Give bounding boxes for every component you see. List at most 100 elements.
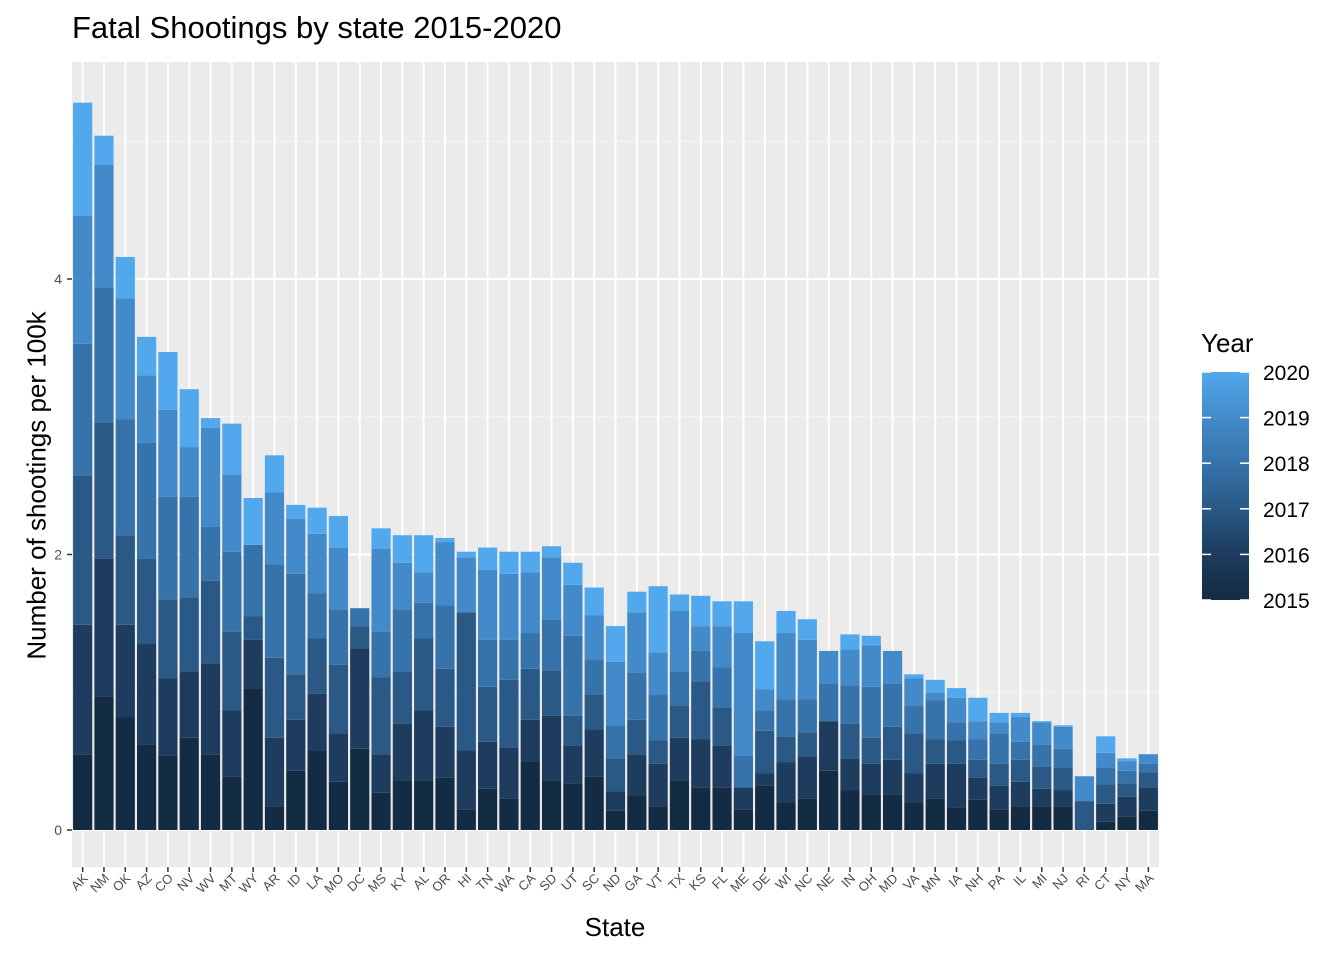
bar-segment-ND-2015 [605, 810, 626, 830]
x-tick-label-ND: ND [600, 871, 624, 895]
y-tick-label: 4 [54, 271, 62, 287]
bar-segment-CO-2016 [158, 678, 178, 756]
bar-segment-NH-2015 [968, 799, 988, 830]
bar-segment-FL-2016 [712, 745, 732, 788]
bar-segment-MD-2019 [882, 650, 903, 684]
bar-segment-MO-2017 [328, 664, 349, 734]
bar-segment-CA-2017 [520, 668, 540, 720]
bar-segment-KY-2019 [392, 562, 412, 610]
bar-segment-CT-2017 [1096, 784, 1116, 804]
bar-segment-CO-2015 [158, 755, 178, 830]
bar-segment-ME-2018 [733, 755, 753, 788]
legend-label-2020: 2020 [1263, 362, 1310, 385]
bar-segment-SC-2018 [584, 659, 604, 696]
bar-segment-AR-2020 [264, 455, 285, 493]
bar-segment-KS-2018 [691, 650, 711, 682]
bar-segment-ID-2018 [286, 573, 306, 675]
bar-segment-KY-2015 [392, 780, 412, 830]
bar-segment-LA-2016 [307, 693, 327, 751]
x-tick-label-AK: AK [68, 870, 91, 893]
bar-segment-CO-2018 [158, 496, 178, 600]
bar-segment-MT-2020 [222, 423, 242, 475]
bar-segment-HI-2020 [456, 551, 476, 558]
x-tick-label-TN: TN [473, 871, 496, 894]
bar-segment-WI-2019 [776, 633, 796, 700]
bar-segment-IN-2015 [840, 790, 860, 830]
bar-segment-ND-2018 [605, 725, 626, 759]
x-tick-label-CA: CA [515, 870, 539, 894]
bar-segment-IL-2018 [1010, 741, 1031, 760]
bar-segment-AL-2017 [414, 638, 434, 711]
bar-segment-NY-2015 [1117, 816, 1137, 830]
bar-segment-NC-2018 [797, 699, 817, 733]
bar-segment-OK-2015 [115, 717, 135, 830]
bar-segment-GA-2019 [627, 612, 647, 673]
bar-segment-NJ-2018 [1053, 748, 1073, 769]
bar-segment-ID-2019 [286, 518, 306, 574]
bar-segment-TN-2019 [478, 569, 498, 640]
bar-segment-VA-2020 [904, 674, 924, 679]
bar-segment-NJ-2015 [1053, 806, 1073, 830]
bar-segment-TX-2018 [669, 671, 690, 707]
bar-segment-IN-2018 [840, 685, 860, 724]
bar-segment-NC-2017 [797, 732, 817, 757]
bar-segment-GA-2018 [627, 672, 647, 720]
legend-label-2015: 2015 [1263, 590, 1310, 613]
x-tick-label-CO: CO [152, 871, 176, 895]
bar-segment-ND-2017 [605, 758, 626, 792]
bar-segment-MI-2016 [1032, 788, 1052, 807]
bar-segment-NV-2017 [179, 597, 199, 672]
bar-segment-LA-2018 [307, 593, 327, 639]
bar-segment-TN-2018 [478, 639, 498, 687]
bar-segment-SD-2019 [541, 557, 562, 620]
bar-segment-KS-2020 [691, 595, 711, 627]
x-tick-label-FL: FL [709, 871, 730, 892]
bar-segment-CT-2020 [1096, 736, 1116, 753]
bar-segment-AZ-2015 [137, 744, 157, 830]
bar-segment-GA-2016 [627, 754, 647, 796]
bar-segment-DE-2015 [755, 785, 775, 830]
bar-segment-IN-2017 [840, 723, 860, 759]
bar-segment-MS-2018 [371, 631, 391, 678]
bar-segment-CO-2020 [158, 352, 178, 410]
bar-segment-AK-2019 [73, 215, 93, 344]
bar-segment-SD-2017 [541, 670, 562, 716]
bar-segment-GA-2020 [627, 591, 647, 613]
legend-layer: 2020 2019 2018 2017 2016 2015 [1202, 362, 1310, 613]
bar-segment-OR-2018 [435, 605, 455, 669]
bar-segment-NV-2018 [179, 496, 199, 598]
bar-segment-DE-2016 [755, 773, 775, 786]
bar-segment-TX-2020 [669, 594, 690, 611]
x-tick-label-MS: MS [365, 870, 390, 895]
bar-segment-WY-2016 [243, 639, 263, 689]
bar-segment-MT-2016 [222, 710, 242, 777]
bar-segment-MT-2018 [222, 551, 242, 632]
bar-segment-KS-2015 [691, 787, 711, 830]
bar-segment-SD-2015 [541, 780, 562, 830]
bar-segment-GA-2017 [627, 719, 647, 755]
bar-segment-IL-2017 [1010, 759, 1031, 782]
bar-segment-IL-2016 [1010, 781, 1031, 807]
bar-segment-MN-2018 [925, 700, 945, 740]
bar-segment-AZ-2017 [137, 558, 157, 645]
bar-segment-AZ-2016 [137, 644, 157, 745]
bar-segment-WA-2020 [499, 551, 519, 574]
bar-segment-NC-2020 [797, 619, 817, 640]
bar-segment-MA-2018 [1138, 763, 1158, 773]
bar-segment-SD-2018 [541, 619, 562, 671]
y-axis-label: Number of shootings per 100k [21, 311, 52, 660]
x-tick-label-NC: NC [792, 871, 816, 895]
bar-segment-AL-2015 [414, 780, 434, 830]
bar-segment-CA-2016 [520, 719, 540, 762]
x-tick-label-PA: PA [985, 870, 1007, 892]
bar-segment-AR-2018 [264, 564, 285, 658]
bar-segment-RI-2017 [1074, 801, 1094, 830]
bar-segment-NY-2016 [1117, 796, 1137, 817]
bar-segment-WI-2020 [776, 610, 796, 634]
bar-segment-MA-2019 [1138, 754, 1158, 764]
bar-segment-NE-2016 [819, 721, 839, 771]
bar-segment-NM-2017 [94, 422, 114, 559]
bar-segment-CT-2019 [1096, 752, 1116, 769]
bar-segment-IN-2019 [840, 649, 860, 686]
bar-segment-ND-2020 [605, 626, 626, 662]
